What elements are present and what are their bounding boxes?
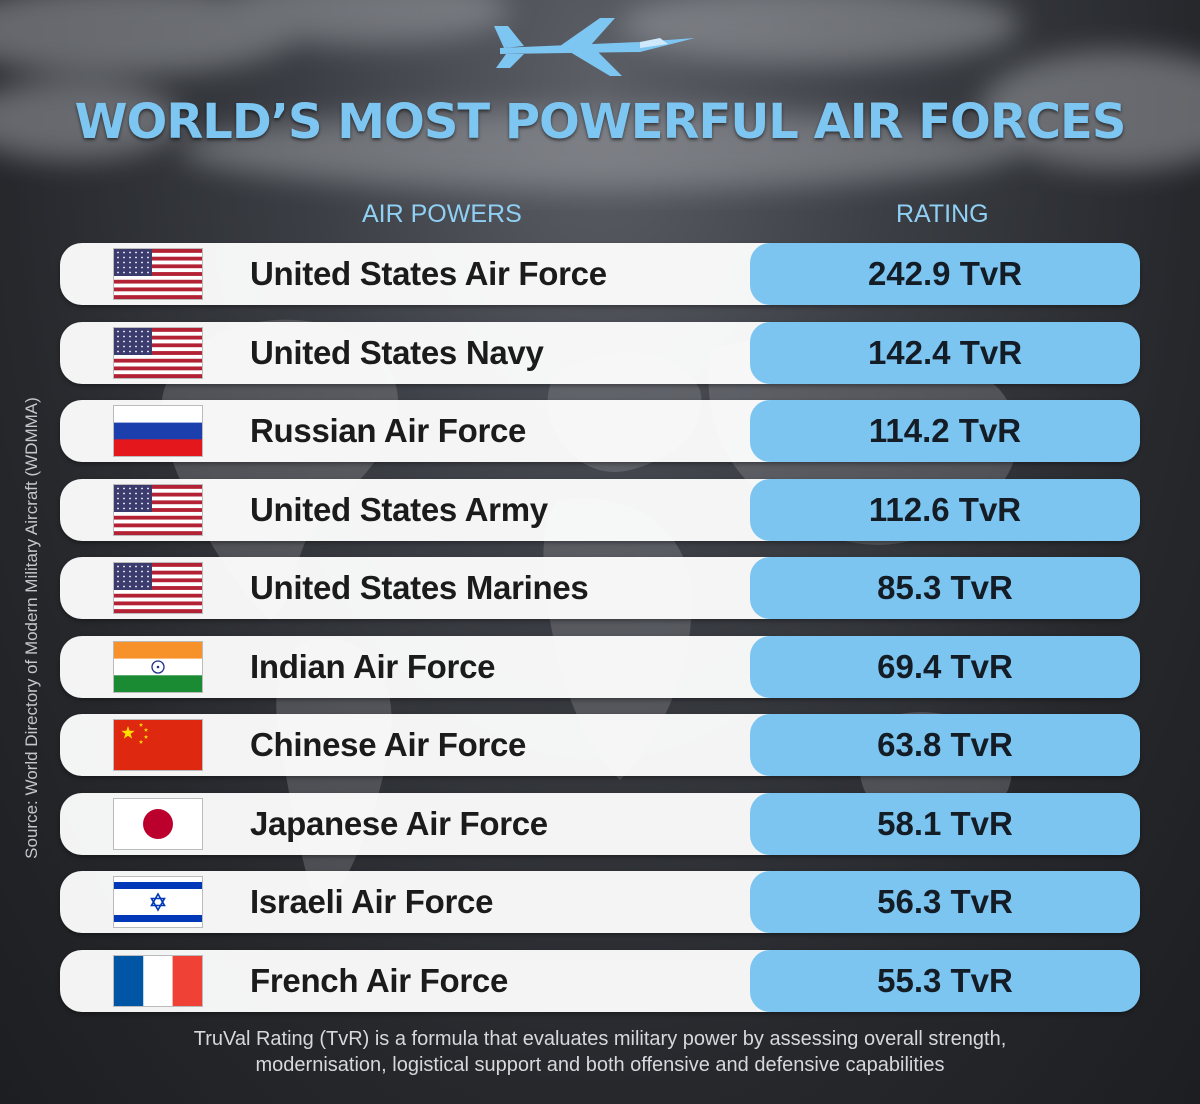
air-force-name: United States Army bbox=[250, 490, 548, 528]
table-row: French Air Force 55.3 TvR bbox=[60, 949, 1140, 1012]
air-force-name: Israeli Air Force bbox=[250, 883, 494, 920]
rating-value: 58.1 TvR bbox=[750, 792, 1140, 855]
table-row: Russian Air Force 114.2 TvR bbox=[60, 400, 1140, 462]
rating-value: 55.3 TvR bbox=[750, 949, 1140, 1012]
china-flag-icon bbox=[114, 720, 202, 770]
source-caption: Source: World Directory of Modern Milita… bbox=[22, 397, 41, 859]
column-header-rating: RATING bbox=[896, 200, 989, 228]
india-flag-icon bbox=[114, 641, 202, 692]
column-header-air-powers: AIR POWERS bbox=[362, 200, 522, 228]
usa-flag-icon bbox=[114, 563, 202, 613]
air-force-name: United States Air Force bbox=[250, 255, 607, 292]
japan-flag-icon bbox=[114, 798, 202, 849]
table-row: United States Marines 85.3 TvR bbox=[60, 557, 1140, 619]
table-row: United States Navy 142.4 TvR bbox=[60, 321, 1140, 384]
footnote-line-1: TruVal Rating (TvR) is a formula that ev… bbox=[193, 1028, 1007, 1050]
rating-value: 142.4 TvR bbox=[750, 321, 1140, 384]
table-row: Japanese Air Force 58.1 TvR bbox=[60, 792, 1140, 855]
rating-value: 114.2 TvR bbox=[750, 400, 1140, 462]
fighter-jet-icon bbox=[494, 18, 695, 76]
usa-flag-icon bbox=[114, 327, 202, 378]
air-force-name: United States Marines bbox=[250, 569, 589, 606]
table-row: Indian Air Force 69.4 TvR bbox=[60, 635, 1140, 698]
usa-flag-icon bbox=[114, 249, 202, 299]
rating-value: 112.6 TvR bbox=[750, 478, 1140, 541]
rating-value: 85.3 TvR bbox=[750, 557, 1140, 619]
israel-flag-icon bbox=[114, 877, 202, 927]
air-force-name: Indian Air Force bbox=[250, 647, 496, 685]
air-force-name: Chinese Air Force bbox=[250, 726, 527, 763]
air-force-name: Japanese Air Force bbox=[250, 804, 548, 842]
rating-value: 56.3 TvR bbox=[750, 871, 1140, 933]
table-row: Israeli Air Force 56.3 TvR bbox=[60, 871, 1140, 933]
table-row: United States Air Force 242.9 TvR bbox=[60, 243, 1140, 305]
air-force-name: French Air Force bbox=[250, 961, 509, 999]
rating-value: 242.9 TvR bbox=[750, 243, 1140, 305]
page-title: WORLD’S MOST POWERFUL AIR FORCES bbox=[74, 94, 1127, 150]
footnote: TruVal Rating (TvR) is a formula that ev… bbox=[0, 1026, 1200, 1078]
air-force-name: Russian Air Force bbox=[250, 412, 527, 449]
table-row: United States Army 112.6 TvR bbox=[60, 478, 1140, 541]
footnote-line-2: modernisation, logistical support and bo… bbox=[255, 1054, 945, 1076]
france-flag-icon bbox=[114, 955, 202, 1006]
russia-flag-icon bbox=[114, 406, 202, 456]
rating-value: 69.4 TvR bbox=[750, 635, 1140, 698]
air-force-name: United States Navy bbox=[250, 333, 544, 371]
table-row: Chinese Air Force 63.8 TvR bbox=[60, 714, 1140, 776]
rating-value: 63.8 TvR bbox=[750, 714, 1140, 776]
usa-flag-icon bbox=[114, 484, 202, 535]
